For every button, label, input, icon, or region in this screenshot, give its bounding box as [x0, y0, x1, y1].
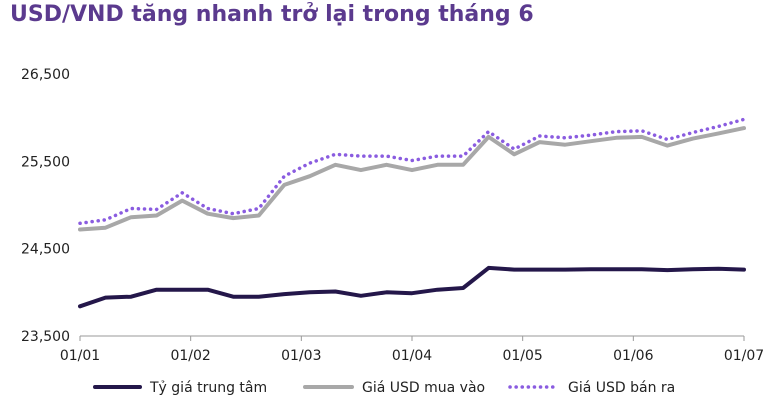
x-tick-label: 01/07 — [724, 348, 764, 364]
legend-label: Giá USD mua vào — [362, 380, 485, 396]
y-tick-label: 25,500 — [21, 154, 70, 170]
x-tick-label: 01/01 — [60, 348, 100, 364]
series-line-2 — [78, 117, 746, 226]
x-tick-label: 01/02 — [170, 348, 210, 364]
legend-label: Giá USD bán ra — [568, 380, 675, 396]
y-tick-label: 23,500 — [21, 329, 70, 345]
legend-label: Tỷ giá trung tâm — [149, 380, 267, 396]
x-tick-label: 01/04 — [392, 348, 432, 364]
y-tick-label: 26,500 — [21, 67, 70, 83]
x-tick-label: 01/05 — [502, 348, 542, 364]
series-line-0 — [78, 265, 746, 309]
y-tick-label: 24,500 — [21, 242, 70, 258]
series-line-1 — [78, 126, 746, 232]
x-tick-label: 01/06 — [613, 348, 653, 364]
chart-title: USD/VND tăng nhanh trở lại trong tháng 6 — [10, 2, 534, 27]
x-tick-label: 01/03 — [281, 348, 321, 364]
